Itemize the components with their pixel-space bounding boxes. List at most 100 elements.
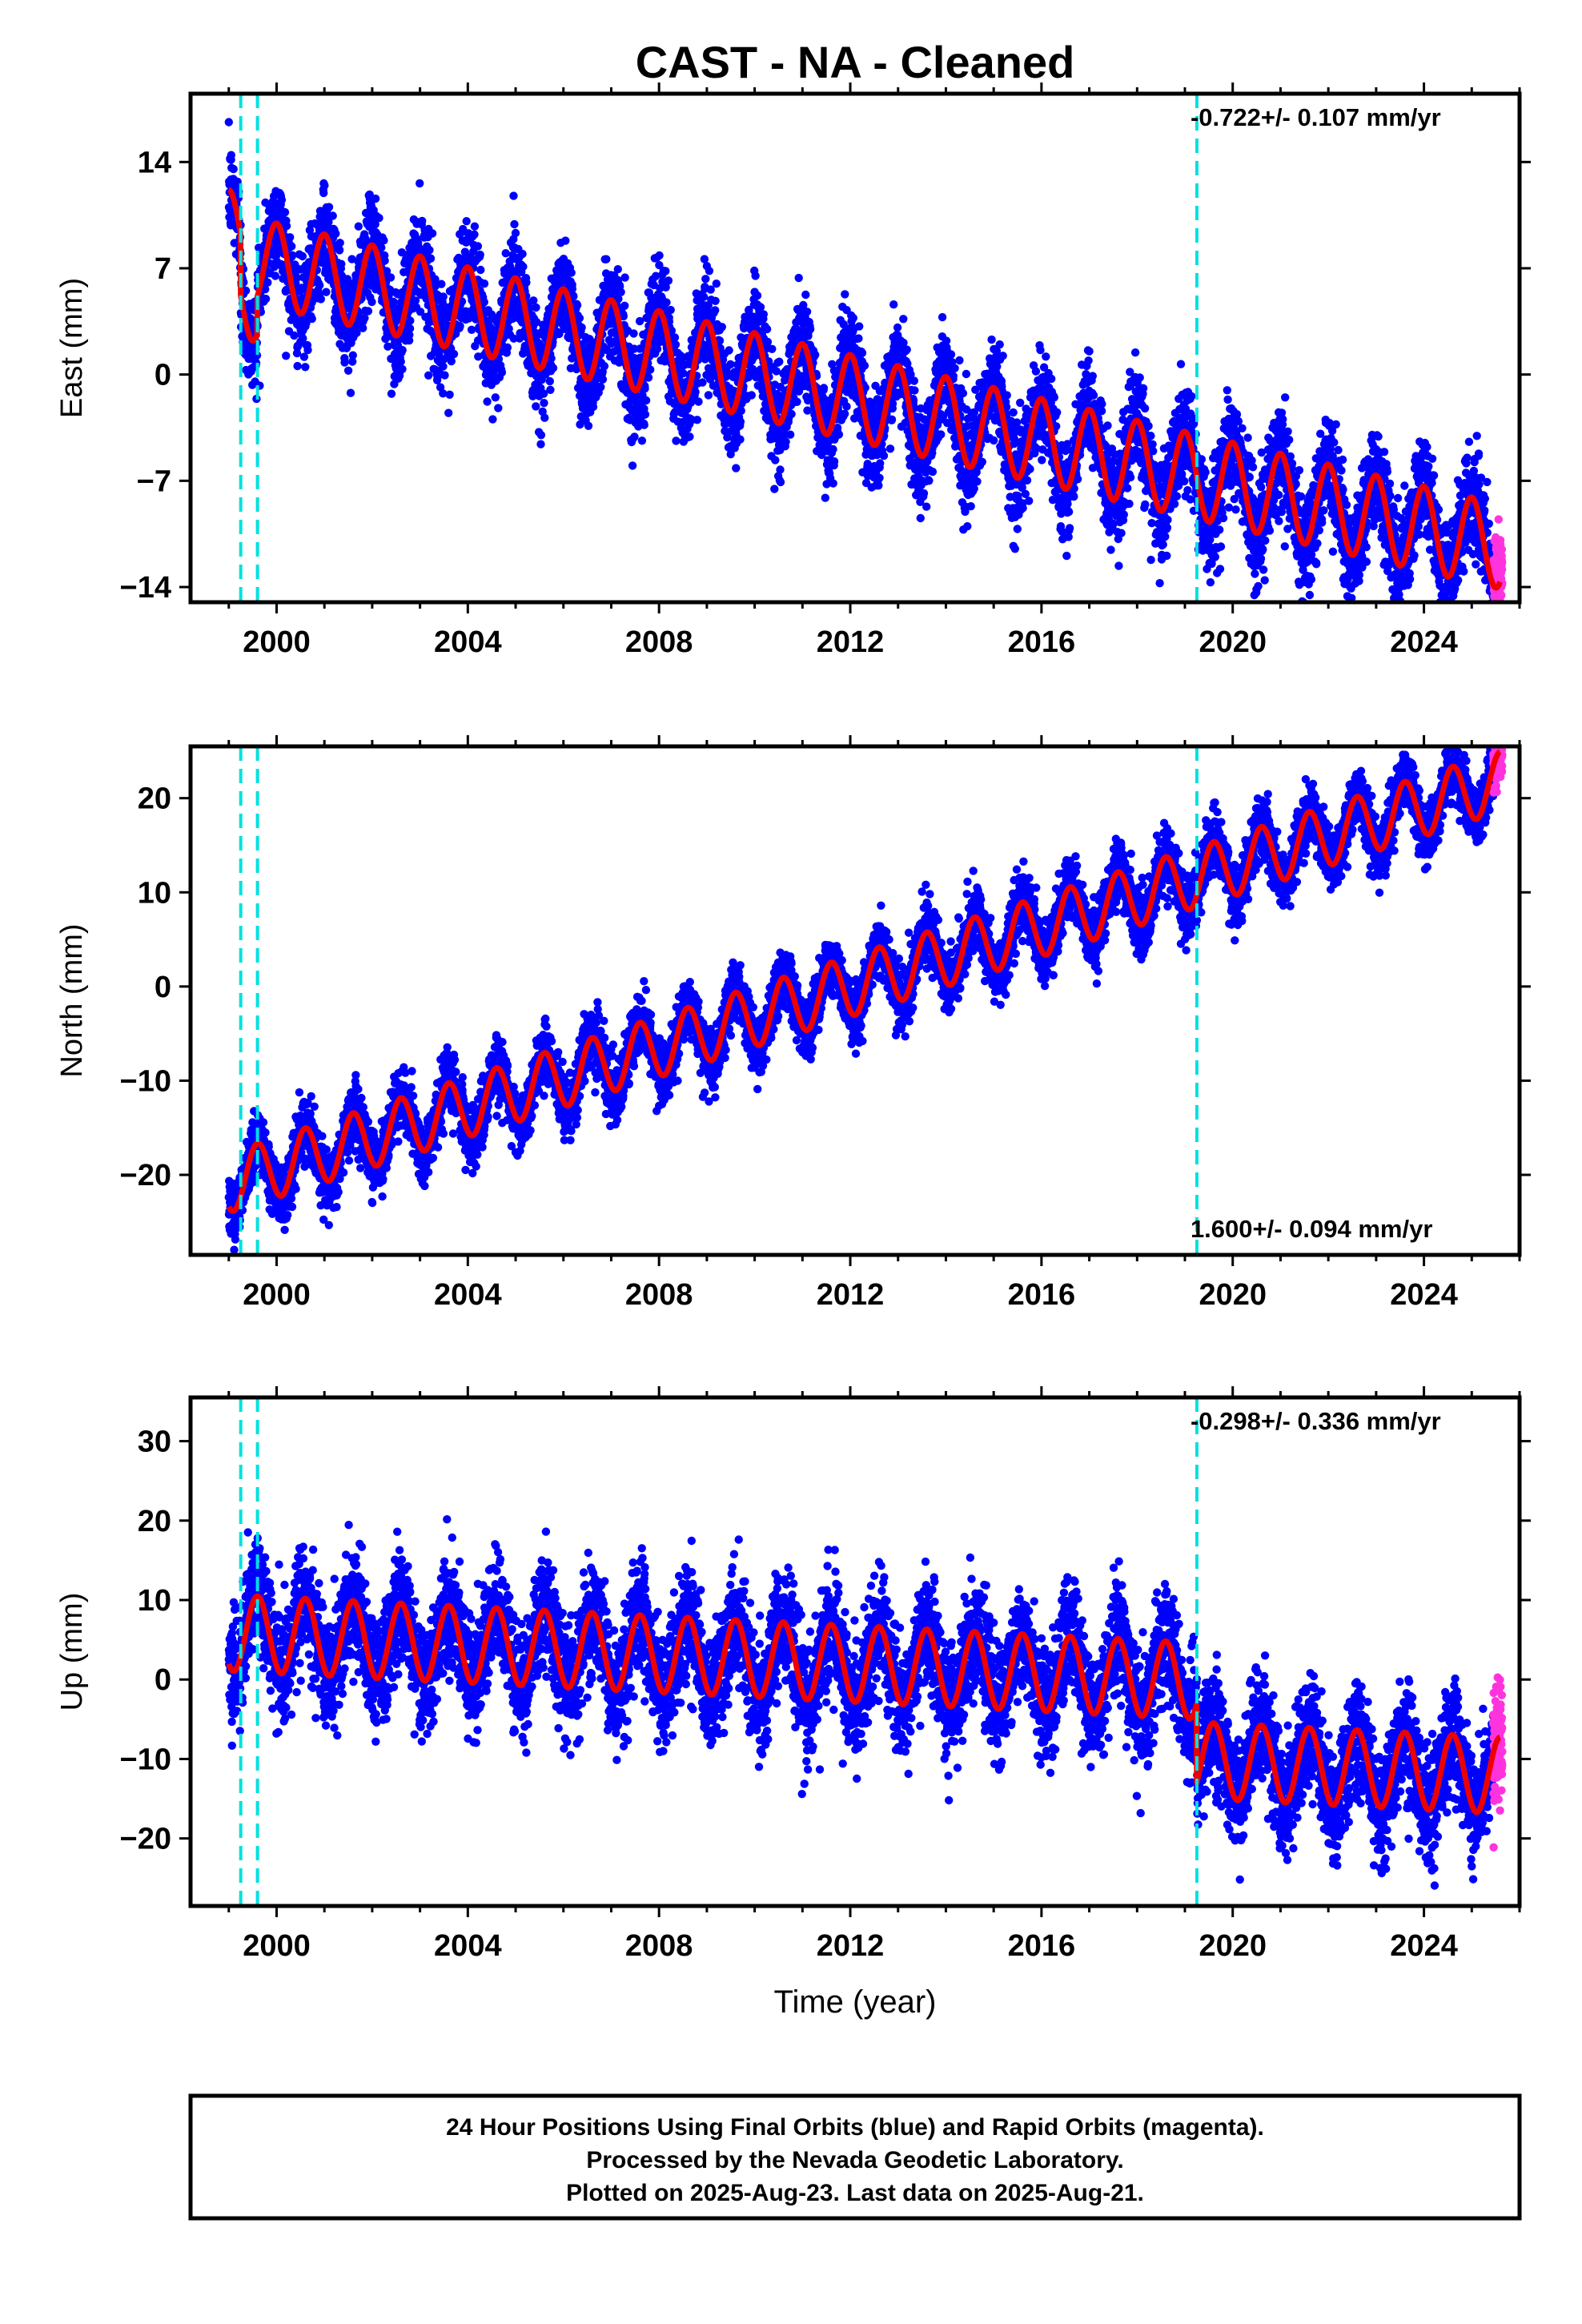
final-orbit-point <box>793 397 801 406</box>
final-orbit-point <box>371 194 380 203</box>
final-orbit-point <box>1010 545 1020 553</box>
final-orbit-point <box>261 295 271 304</box>
final-orbit-point <box>646 365 655 374</box>
final-orbit-point <box>425 246 434 255</box>
final-orbit-point <box>416 179 424 188</box>
east-panel: 2000 2004 2008 2012 2016 2020 2024−14−70714Eas… <box>55 82 1531 659</box>
final-orbit-point <box>387 389 396 398</box>
final-orbit-point <box>575 314 584 323</box>
final-orbit-point <box>655 251 664 260</box>
final-orbit-point <box>970 485 978 493</box>
final-orbit-point <box>532 402 540 411</box>
final-orbit-point <box>367 297 376 307</box>
final-orbit-point <box>705 267 714 275</box>
final-orbit-point <box>811 350 820 360</box>
final-orbit-point <box>488 415 497 424</box>
final-orbit-point <box>352 328 361 337</box>
final-orbit-point <box>990 436 998 445</box>
final-orbit-point <box>829 479 837 488</box>
final-orbit-point <box>522 278 531 287</box>
plot-area <box>224 94 1507 602</box>
final-orbit-point <box>545 376 554 386</box>
final-orbit-point <box>937 430 946 439</box>
final-orbit-point <box>600 362 609 371</box>
final-orbit-point <box>909 376 919 385</box>
final-orbit-point <box>324 203 334 211</box>
final-orbit-point <box>241 286 251 296</box>
final-orbit-point <box>292 274 301 283</box>
final-orbit-point <box>664 276 673 285</box>
final-orbit-point <box>1013 525 1022 533</box>
final-orbit-point <box>359 324 367 332</box>
final-orbit-point <box>995 340 1004 349</box>
final-orbit-point <box>480 279 489 288</box>
final-orbit-point <box>1010 435 1019 444</box>
final-orbit-point <box>751 271 760 280</box>
final-orbit-point <box>379 236 388 245</box>
final-orbit-point <box>973 477 982 486</box>
final-orbit-point <box>849 313 858 323</box>
final-orbit-point <box>503 343 512 352</box>
final-orbit-point <box>776 465 785 474</box>
final-orbit-point <box>893 323 902 332</box>
final-orbit-point <box>229 164 238 174</box>
final-orbit-point <box>829 457 839 466</box>
final-orbit-point <box>363 307 373 316</box>
final-orbit-point <box>620 273 629 282</box>
final-orbit-point <box>227 151 235 159</box>
final-orbit-point <box>768 344 777 353</box>
final-orbit-point <box>950 364 959 372</box>
final-orbit-point <box>299 334 307 343</box>
final-orbit-point <box>902 345 911 354</box>
final-orbit-point <box>439 362 448 371</box>
final-orbit-point <box>298 251 307 261</box>
final-orbit-point <box>875 473 884 482</box>
final-orbit-point <box>360 314 369 323</box>
final-orbit-point <box>670 333 680 342</box>
final-orbit-point <box>963 522 972 531</box>
final-orbit-point <box>854 334 863 343</box>
final-orbit-point <box>712 279 721 288</box>
final-orbit-point <box>263 278 272 287</box>
final-orbit-point <box>841 290 849 299</box>
final-orbit-point <box>1009 408 1018 417</box>
final-orbit-point <box>759 310 768 319</box>
figure-title: CAST - NA - Cleaned <box>636 37 1075 87</box>
final-orbit-point <box>303 345 312 355</box>
final-orbit-point <box>781 437 790 446</box>
final-orbit-point <box>922 502 931 511</box>
final-orbit-point <box>842 402 851 411</box>
final-orbit-point <box>616 287 625 296</box>
final-orbit-point <box>620 301 629 310</box>
final-orbit-point <box>829 444 837 454</box>
final-orbit-point <box>879 451 889 460</box>
final-orbit-point <box>252 351 262 360</box>
final-orbit-point <box>286 233 295 242</box>
final-orbit-point <box>787 409 796 419</box>
final-orbit-point <box>1018 504 1027 513</box>
final-orbit-point <box>958 388 968 398</box>
final-orbit-point <box>698 378 707 387</box>
final-orbit-point <box>319 188 328 198</box>
final-orbit-point <box>302 319 311 328</box>
final-orbit-point <box>389 297 398 306</box>
final-orbit-point <box>315 281 324 290</box>
final-orbit-point <box>444 408 453 417</box>
final-orbit-point <box>439 292 448 301</box>
final-orbit-point <box>494 404 503 412</box>
final-orbit-point <box>293 361 302 371</box>
final-orbit-point <box>966 502 975 511</box>
final-orbit-point <box>821 493 830 502</box>
final-orbit-point <box>518 249 527 259</box>
final-orbit-point <box>540 413 549 422</box>
final-orbit-point <box>470 222 480 231</box>
final-orbit-point <box>693 416 701 424</box>
final-orbit-point <box>699 292 709 301</box>
final-orbit-point <box>928 467 938 476</box>
final-orbit-point <box>476 250 484 259</box>
final-orbit-point <box>510 219 519 229</box>
final-orbit-point <box>640 410 650 419</box>
final-orbit-point <box>802 308 812 316</box>
final-orbit-point <box>301 363 310 372</box>
final-orbit-point <box>711 296 720 305</box>
